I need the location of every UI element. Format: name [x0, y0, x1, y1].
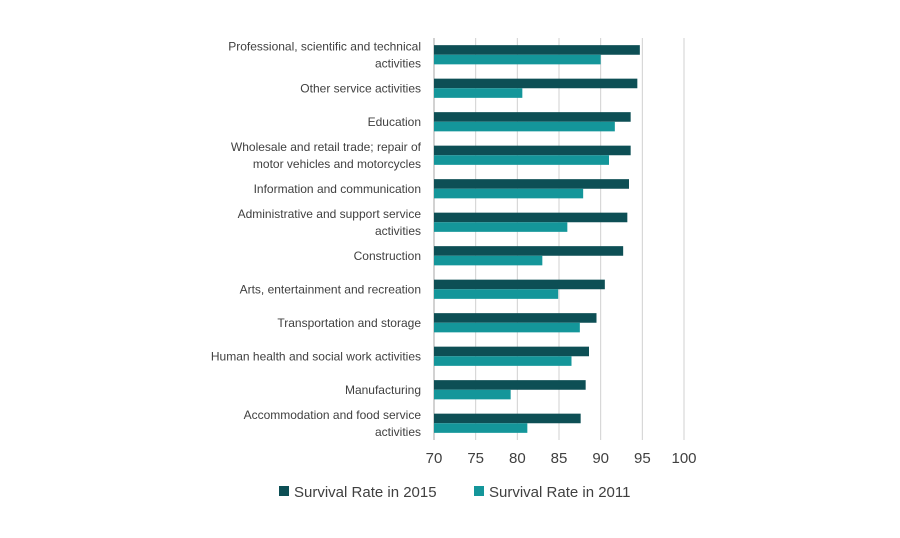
bar-2011-8 — [434, 322, 580, 333]
category-label-5-1: activities — [375, 224, 421, 238]
category-label-8-0: Transportation and storage — [277, 316, 421, 330]
bar-2015-4 — [434, 179, 629, 189]
category-label-11-1: activities — [375, 425, 421, 439]
grid-lines — [433, 38, 685, 440]
bar-2015-8 — [434, 313, 597, 323]
x-tick-label-95: 95 — [634, 450, 651, 467]
category-label-5-0: Administrative and support service — [238, 207, 422, 221]
category-label-7-0: Arts, entertainment and recreation — [240, 282, 421, 296]
category-label-4-0: Information and communication — [254, 182, 421, 196]
category-label-0-0: Professional, scientific and technical — [228, 39, 421, 53]
legend-swatch-2011 — [474, 486, 484, 496]
category-label-0-1: activities — [375, 56, 421, 70]
x-tick-label-70: 70 — [426, 450, 443, 467]
category-label-3-0: Wholesale and retail trade; repair of — [231, 140, 422, 154]
bar-2011-7 — [434, 289, 559, 299]
x-tick-label-75: 75 — [467, 450, 484, 467]
bar-2015-0 — [434, 45, 640, 55]
category-label-1-0: Other service activities — [300, 81, 421, 95]
category-labels: Professional, scientific and technical ac… — [211, 39, 422, 439]
category-label-6-0: Construction — [354, 249, 421, 263]
legend-label-2011: Survival Rate in 2011 — [489, 484, 630, 501]
legend-swatch-2015 — [279, 486, 289, 496]
bar-2011-11 — [434, 423, 528, 433]
x-tick-label-100: 100 — [671, 450, 696, 467]
x-tick-label-80: 80 — [509, 450, 526, 467]
x-axis-tick-labels: 70 75 80 85 90 95 100 — [426, 450, 697, 467]
bar-2015-7 — [434, 279, 605, 290]
category-label-2-0: Education — [368, 115, 421, 129]
bar-2011-2 — [434, 121, 615, 132]
bar-2011-0 — [434, 54, 601, 65]
bar-2011-3 — [434, 155, 609, 165]
bar-2011-5 — [434, 222, 568, 232]
bar-2015-10 — [434, 380, 586, 390]
bar-2011-4 — [434, 188, 584, 199]
bar-2011-1 — [434, 88, 523, 98]
bar-2015-11 — [434, 413, 581, 424]
bar-2011-9 — [434, 356, 572, 366]
category-label-10-0: Manufacturing — [345, 383, 421, 397]
bar-2015-9 — [434, 346, 589, 357]
legend-label-2015: Survival Rate in 2015 — [294, 484, 437, 501]
category-label-9-0: Human health and social work activities — [211, 349, 421, 363]
bars — [434, 45, 640, 433]
bar-2015-2 — [434, 112, 631, 122]
bar-2011-10 — [434, 389, 511, 400]
x-tick-label-90: 90 — [592, 450, 609, 467]
bar-2015-6 — [434, 246, 624, 256]
category-label-11-0: Accommodation and food service — [244, 408, 422, 422]
category-label-3-1: motor vehicles and motorcycles — [253, 157, 421, 171]
x-tick-label-85: 85 — [551, 450, 568, 467]
bar-2011-6 — [434, 255, 543, 266]
bar-2015-5 — [434, 212, 628, 223]
bar-2015-3 — [434, 145, 631, 156]
bar-2015-1 — [434, 78, 638, 89]
legend: Survival Rate in 2015 Survival Rate in 20… — [279, 484, 630, 501]
